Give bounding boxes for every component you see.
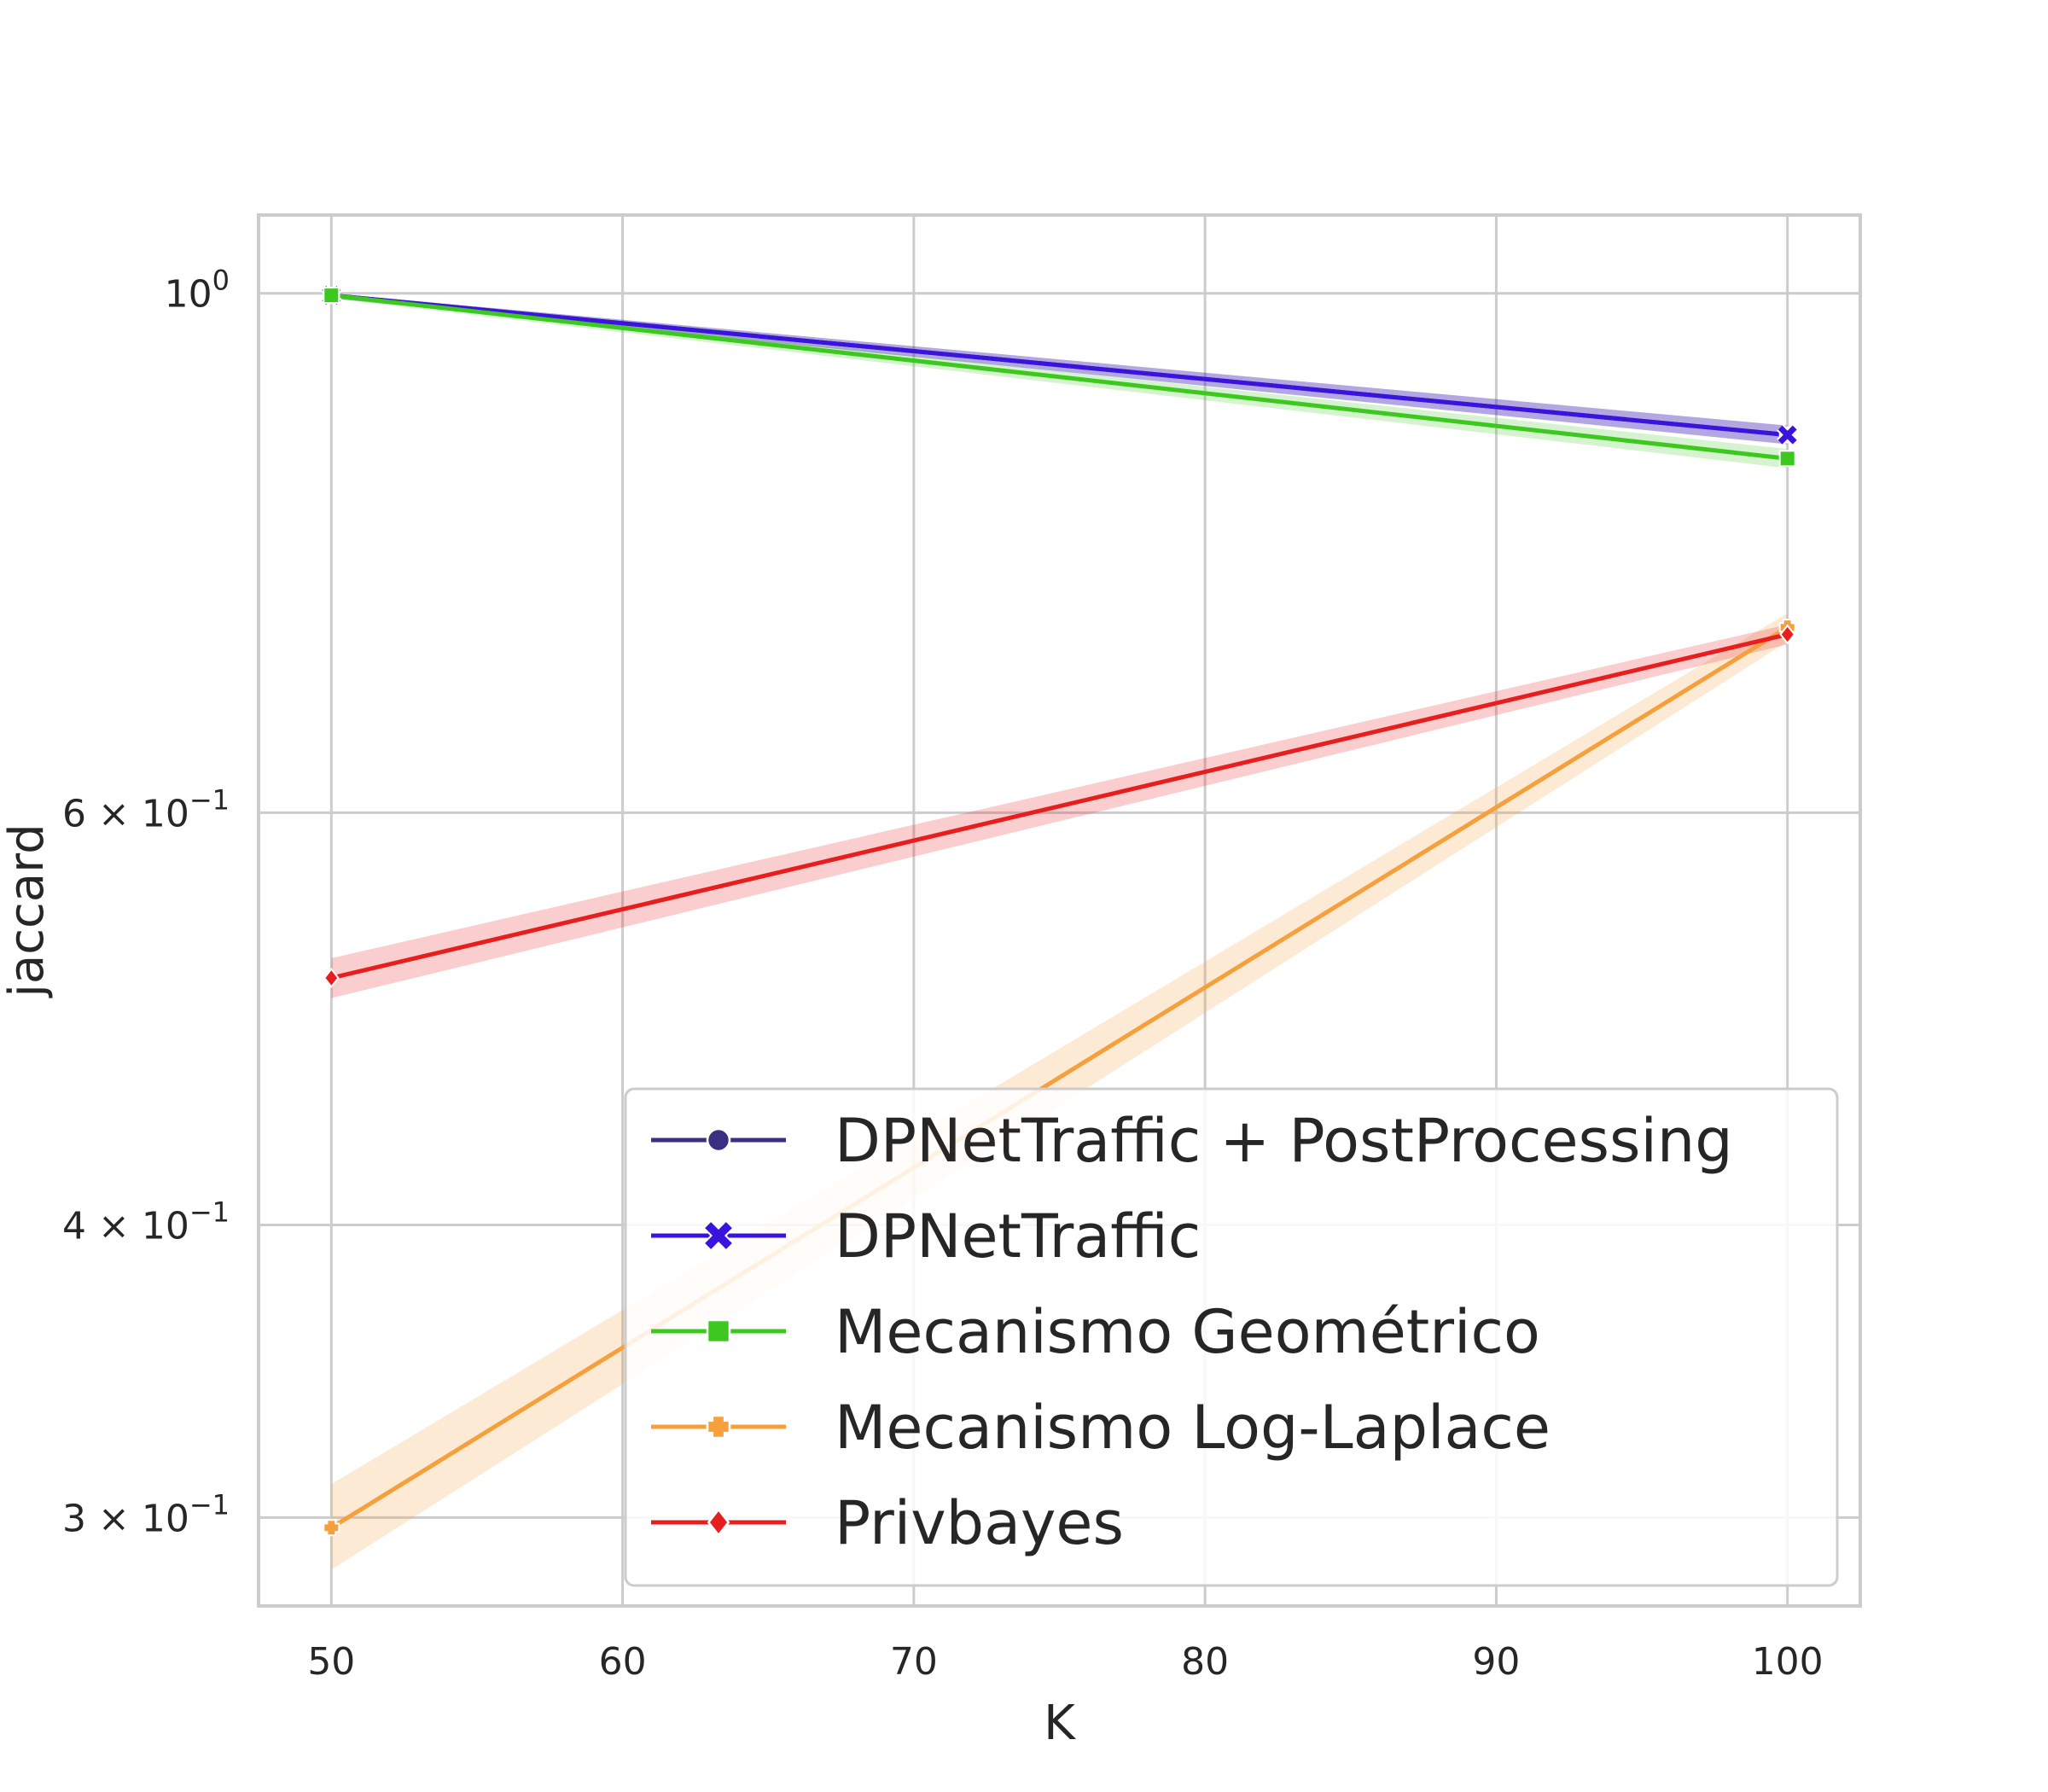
series-line: [331, 293, 1788, 438]
y-tick-label: 3 × 10−1: [62, 1488, 230, 1540]
legend-marker: [703, 1220, 734, 1251]
y-tick-label: 6 × 10−1: [62, 783, 230, 835]
x-tick-label: 50: [307, 1640, 355, 1684]
legend-marker: [706, 1414, 731, 1440]
data-point: [323, 287, 340, 305]
series-line: [330, 625, 1789, 1530]
data-point: [323, 1519, 340, 1537]
legend-label: DPNetTraffic + PostProcessing: [835, 1106, 1733, 1176]
legend-marker: [706, 1127, 731, 1153]
legend-marker: [706, 1318, 731, 1344]
x-tick-labels: 50 60 70 80 90 100: [307, 1640, 1823, 1684]
series-line: [330, 632, 1789, 980]
legend: DPNetTraffic + PostProcessing DPNetTraffi…: [624, 1087, 1839, 1587]
legend-item: Privbayes: [651, 1488, 1124, 1558]
legend-label: Mecanismo Log-Laplace: [835, 1393, 1551, 1463]
legend-item: Mecanismo Log-Laplace: [651, 1393, 1551, 1463]
legend-label: Privbayes: [835, 1488, 1124, 1558]
x-axis-label: K: [1044, 1696, 1076, 1751]
x-tick-label: 100: [1752, 1640, 1824, 1684]
legend-box: [624, 1087, 1839, 1587]
x-tick-label: 60: [599, 1640, 647, 1684]
data-point: [1778, 450, 1796, 468]
x-tick-label: 70: [890, 1640, 938, 1684]
x-tick-label: 80: [1181, 1640, 1229, 1684]
plot-frame: [257, 213, 1862, 1608]
series-line: [331, 293, 1788, 461]
legend-item: Mecanismo Geométrico: [651, 1297, 1540, 1367]
y-tick-label: 4 × 10−1: [62, 1196, 230, 1248]
y-axis-label: jaccard: [0, 823, 55, 998]
legend-item: DPNetTraffic: [651, 1201, 1201, 1271]
legend-label: DPNetTraffic: [835, 1201, 1201, 1271]
data-point: [1777, 424, 1799, 446]
series-lines: [330, 293, 1789, 1530]
data-point: [1779, 624, 1796, 645]
legend-item: DPNetTraffic + PostProcessing: [651, 1106, 1733, 1176]
y-tick-labels: 100 6 × 10−1 4 × 10−1 3 × 10−1: [62, 265, 230, 1541]
series-markers: [320, 284, 1799, 1537]
legend-label: Mecanismo Geométrico: [835, 1297, 1540, 1367]
series-band: [331, 624, 1788, 998]
x-tick-label: 90: [1472, 1640, 1520, 1684]
legend-marker: [707, 1507, 730, 1538]
data-point: [323, 968, 340, 989]
y-tick-label: 100: [165, 265, 230, 317]
